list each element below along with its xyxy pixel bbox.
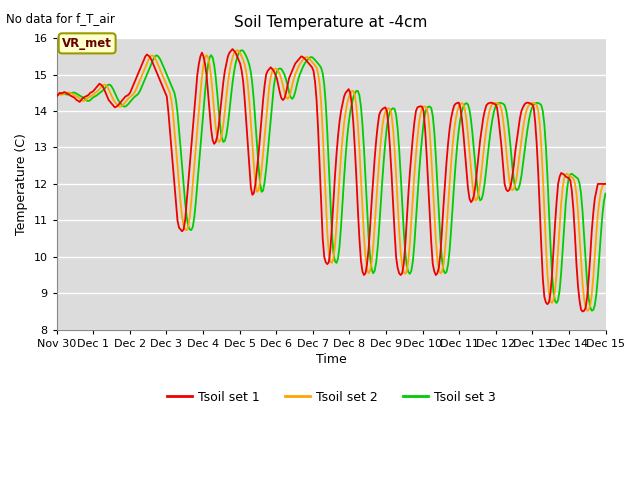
X-axis label: Time: Time (316, 353, 346, 366)
Text: VR_met: VR_met (62, 37, 112, 50)
Text: No data for f_T_air: No data for f_T_air (6, 12, 115, 25)
Y-axis label: Temperature (C): Temperature (C) (15, 133, 28, 235)
Title: Soil Temperature at -4cm: Soil Temperature at -4cm (234, 15, 428, 30)
Legend: Tsoil set 1, Tsoil set 2, Tsoil set 3: Tsoil set 1, Tsoil set 2, Tsoil set 3 (162, 385, 500, 408)
